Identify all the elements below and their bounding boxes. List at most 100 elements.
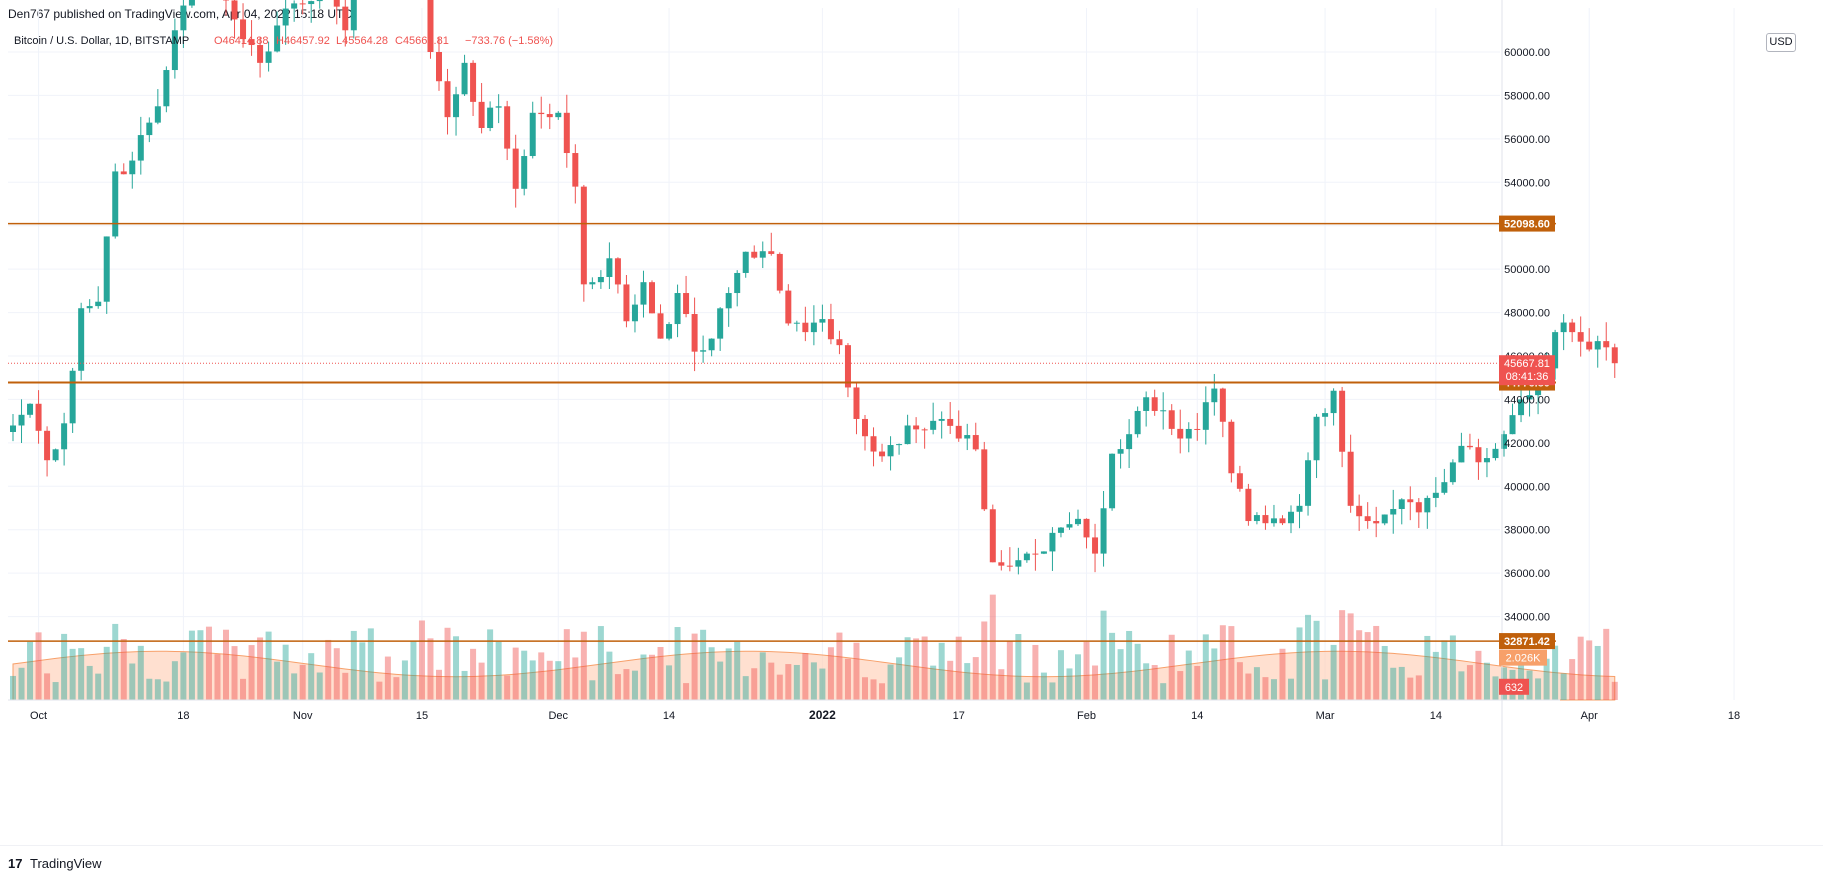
volume-bar — [1432, 651, 1439, 700]
current-price-label: 45667.81 — [1504, 358, 1550, 370]
candle-body — [163, 70, 170, 107]
candle-body — [964, 435, 971, 439]
volume-bar — [1032, 644, 1039, 700]
candle-body — [1458, 445, 1465, 463]
tradingview-logo-icon[interactable]: 17 — [8, 856, 23, 871]
volume-bar — [1066, 668, 1073, 700]
candle-body — [1100, 508, 1107, 554]
candle-body — [1356, 505, 1363, 517]
x-tick-label: Nov — [293, 710, 313, 722]
candle-body — [444, 81, 451, 118]
volume-bar — [1151, 665, 1158, 700]
candle-body — [1305, 460, 1312, 506]
candle-body — [998, 562, 1005, 566]
volume-bar — [384, 656, 391, 700]
level-badge — [1499, 633, 1555, 650]
volume-bar — [904, 637, 911, 700]
candle-body — [282, 8, 289, 26]
volume-bar — [316, 672, 323, 700]
volume-bar — [921, 636, 928, 700]
volume-bar — [1398, 666, 1405, 700]
volume-bar — [1194, 665, 1201, 700]
candle-body — [785, 290, 792, 324]
candle-body — [52, 449, 59, 461]
volume-bar — [163, 681, 170, 700]
candle-body — [819, 319, 826, 323]
candle-body — [1424, 497, 1431, 513]
volume-bar — [666, 665, 673, 700]
candle-body — [972, 435, 979, 450]
volume-bar — [597, 626, 604, 700]
volume-bar — [1373, 625, 1380, 700]
volume-bar — [1492, 676, 1499, 700]
price-chart[interactable]: 34000.00 36000.00 38000.00 40000.00 42000.00… — [0, 0, 1823, 846]
candle-body — [1611, 347, 1618, 364]
currency-button[interactable]: USD — [1766, 33, 1796, 52]
candle-body — [580, 186, 587, 285]
volume-bar — [444, 627, 451, 700]
candle-body — [887, 445, 894, 457]
volume-bar — [223, 629, 229, 700]
volume-bar — [580, 631, 587, 700]
grid — [8, 8, 1735, 700]
volume-bar — [436, 669, 442, 700]
current-price-badge — [1499, 355, 1555, 386]
volume-bar — [1168, 634, 1175, 700]
candle-body — [631, 304, 638, 322]
candle-body — [1330, 390, 1337, 414]
candle-body — [1577, 332, 1584, 342]
candle-body — [86, 306, 93, 309]
volume-bar — [78, 648, 85, 700]
candle-body — [776, 253, 783, 291]
volume-bar — [776, 674, 783, 700]
x-tick-label: 18 — [177, 710, 189, 722]
candle-body — [981, 449, 988, 510]
candle-body — [1092, 537, 1099, 554]
volume-bar — [95, 673, 102, 700]
candle-body — [1364, 516, 1371, 522]
volume-bar — [282, 644, 289, 700]
candle-body — [129, 160, 136, 175]
volume-bar — [972, 657, 979, 700]
volume-bar — [35, 632, 42, 700]
candle-body — [248, 39, 255, 46]
countdown-label: 08:41:36 — [1506, 371, 1549, 383]
volume-bar — [146, 678, 153, 700]
volume-bar — [1288, 678, 1294, 700]
volume-ma-area — [12, 650, 1616, 701]
tradingview-logo-text[interactable]: TradingView — [30, 856, 102, 871]
candle-body — [657, 313, 664, 339]
volume-bar — [1049, 682, 1056, 700]
candle-body — [1219, 388, 1226, 422]
candle-body — [1390, 508, 1397, 515]
candle-body — [461, 62, 468, 95]
y-tick-label: 58000.00 — [1504, 90, 1550, 102]
publisher-bar: Den767 published on TradingView.com, Apr… — [0, 0, 1823, 28]
candle-body — [1586, 341, 1593, 350]
volume-bar — [1313, 620, 1320, 700]
volume-bar — [1134, 643, 1141, 700]
volume-bar — [188, 630, 195, 700]
volume-bar — [1390, 667, 1397, 700]
volume-bar — [717, 661, 724, 700]
volume-bar — [930, 665, 937, 700]
x-tick-label: 2022 — [809, 708, 836, 722]
volume-bar — [734, 641, 741, 700]
volume-bar — [1109, 632, 1116, 700]
volume-bar — [18, 667, 25, 700]
candle-body — [120, 171, 127, 175]
candle-body — [436, 52, 442, 82]
volume-bar — [1475, 650, 1482, 700]
y-tick-label: 40000.00 — [1504, 481, 1550, 493]
y-tick-label: 48000.00 — [1504, 308, 1550, 320]
candle-body — [18, 414, 25, 426]
candle-body — [674, 293, 681, 325]
candle-body — [1509, 415, 1516, 435]
candle-body — [1339, 390, 1346, 452]
candle-body — [862, 418, 868, 437]
candle-body — [308, 1, 315, 5]
volume-bar — [410, 640, 417, 700]
volume-bar — [1577, 636, 1584, 700]
volume-last-badge — [1499, 678, 1529, 695]
volume-bar — [1560, 673, 1567, 700]
